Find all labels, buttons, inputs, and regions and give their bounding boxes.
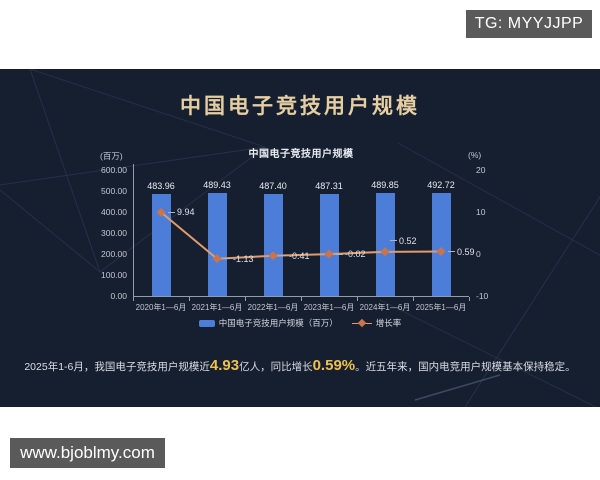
bar-value-label: 487.31	[315, 180, 343, 191]
label-leader-line	[168, 211, 175, 213]
constellation-decoration	[0, 69, 600, 407]
x-axis-tick	[189, 297, 190, 301]
y-axis-tick-label: 100.00	[101, 270, 127, 280]
x-axis-category-label: 2022年1—6月	[247, 303, 299, 312]
legend-item-line: 增长率	[351, 317, 402, 329]
right-axis-tick-label: 0	[476, 249, 481, 259]
y-axis-tick-label: 300.00	[101, 228, 127, 238]
bar-value-label: 483.96	[147, 181, 175, 192]
telegram-handle: TG: MYYJJPP	[474, 15, 584, 32]
label-leader-line	[336, 253, 343, 255]
line-value-label: 9.94	[168, 207, 195, 217]
line-value-label: -1.13	[224, 254, 254, 264]
page-title: 中国电子竞技用户规模	[180, 95, 420, 118]
line-value-label: 0.59	[448, 247, 475, 257]
x-axis-tick	[133, 297, 134, 301]
legend-bar-label: 中国电子竞技用户规模（百万）	[218, 318, 338, 328]
label-leader-line	[280, 255, 287, 257]
x-axis-tick	[413, 297, 414, 301]
line-value-label: -0.02	[336, 249, 366, 259]
x-axis-category-label: 2023年1—6月	[303, 303, 355, 312]
legend-line-label: 增长率	[375, 318, 402, 328]
bar-value-label: 492.72	[427, 179, 455, 190]
bar-value-label: 489.85	[371, 180, 399, 191]
right-axis-tick-label: 20	[476, 165, 486, 175]
x-axis-tick	[357, 297, 358, 301]
x-axis-tick	[245, 297, 246, 301]
right-axis-tick-label: 10	[476, 207, 486, 217]
right-axis-tick-label: -10	[476, 291, 489, 301]
summary-annotation: 2025年1-6月，我国电子竞技用户规模近 4.93 亿人，同比增长 0.59% 。近五…	[0, 357, 600, 374]
website-watermark: www.bjoblmy.com	[10, 438, 165, 468]
bar	[207, 193, 227, 296]
annotation-text: 。近五年来，国内电竞用户规模基本保持稳定。	[355, 361, 576, 373]
x-axis-tick	[469, 297, 470, 301]
line-value-label: 0.52	[390, 236, 417, 246]
left-axis-unit: (百万)	[100, 151, 123, 161]
label-leader-line	[448, 251, 455, 253]
y-axis-tick-label: 600.00	[101, 165, 127, 175]
label-leader-line	[390, 240, 397, 242]
line-series-marker-icon	[351, 318, 372, 328]
line-value-label: -0.41	[280, 251, 310, 261]
bar	[319, 193, 339, 296]
bar-value-label: 487.40	[259, 180, 287, 191]
website-url: www.bjoblmy.com	[20, 443, 155, 462]
x-axis-tick	[301, 297, 302, 301]
annotation-highlight-growth: 0.59%	[312, 357, 356, 374]
bar	[263, 193, 283, 296]
x-axis-line	[133, 296, 469, 297]
y-axis-tick-label: 200.00	[101, 249, 127, 259]
annotation-highlight-users: 4.93	[209, 357, 240, 374]
bar	[431, 192, 451, 296]
x-axis-category-label: 2020年1—6月	[135, 303, 187, 312]
y-axis-tick-label: 400.00	[101, 207, 127, 217]
x-axis-category-label: 2021年1—6月	[191, 303, 243, 312]
y-axis-line	[133, 164, 134, 296]
chart-panel: 中国电子竞技用户规模 中国电子竞技用户规模 (百万) (%) 600.00 500…	[0, 69, 600, 407]
legend-item-bar: 中国电子竞技用户规模（百万）	[198, 317, 338, 329]
annotation-text: 亿人，同比增长	[239, 361, 313, 373]
telegram-watermark: TG: MYYJJPP	[466, 10, 592, 38]
x-axis-category-label: 2025年1—6月	[415, 303, 467, 312]
label-leader-line	[224, 258, 231, 260]
x-axis-category-label: 2024年1—6月	[359, 303, 411, 312]
bar-value-label: 489.43	[203, 180, 231, 191]
bar-series-swatch-icon	[198, 319, 215, 327]
right-axis-unit: (%)	[468, 150, 482, 160]
annotation-text: 2025年1-6月，我国电子竞技用户规模近	[24, 361, 210, 373]
y-axis-tick-label: 500.00	[101, 186, 127, 196]
y-axis-tick-label: 0.00	[110, 291, 127, 301]
chart-legend: 中国电子竞技用户规模（百万） 增长率	[0, 317, 600, 329]
chart-title: 中国电子竞技用户规模	[248, 149, 354, 160]
